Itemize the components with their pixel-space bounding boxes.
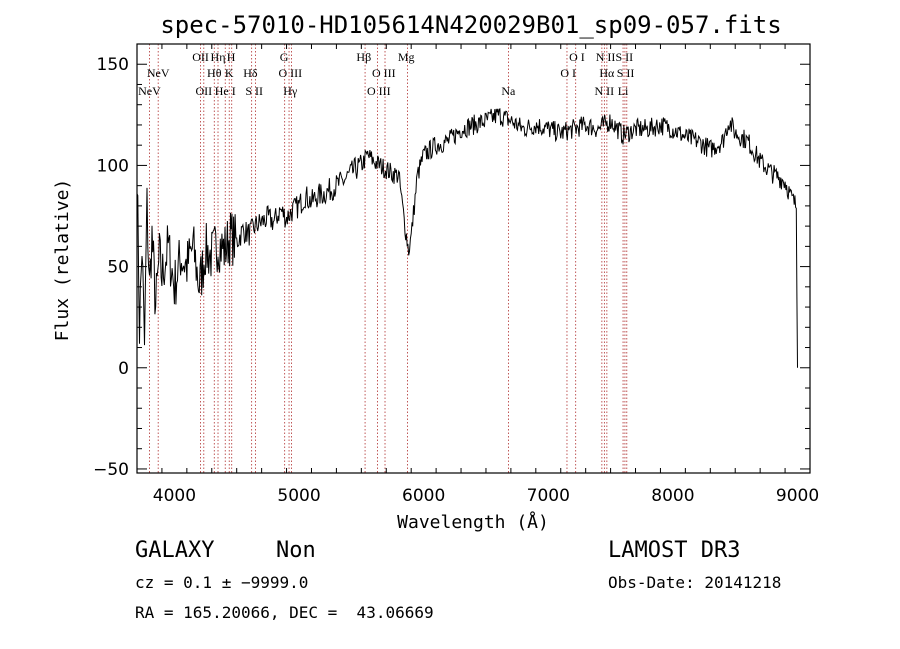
object-class: GALAXY bbox=[135, 538, 215, 563]
x-tick-label: 7000 bbox=[527, 486, 570, 506]
spectral-line-label: G bbox=[280, 50, 289, 64]
x-tick-label: 6000 bbox=[402, 486, 445, 506]
spectral-line-label: NeV bbox=[138, 84, 161, 98]
x-tick-label: 9000 bbox=[776, 486, 819, 506]
spectral-line-label: Hδ bbox=[243, 66, 258, 80]
spectral-line-label: Hη bbox=[211, 50, 226, 64]
spectral-line-label: He I bbox=[215, 84, 236, 98]
spectral-line-label: O I bbox=[569, 50, 585, 64]
y-tick-label: 50 bbox=[107, 258, 129, 278]
x-axis-ticks: 4000 5000 6000 7000 8000 9000 bbox=[153, 44, 819, 506]
y-tick-label: −50 bbox=[93, 460, 129, 480]
chart-title: spec-57010-HD105614N420029B01_sp09-057.f… bbox=[160, 11, 781, 39]
redshift-cz: cz = 0.1 ± −9999.0 bbox=[135, 573, 309, 592]
spectral-line-label: N II bbox=[595, 84, 615, 98]
object-subclass: Non bbox=[276, 538, 316, 563]
x-tick-label: 4000 bbox=[153, 486, 196, 506]
spectral-line-label: O III bbox=[372, 66, 396, 80]
spectral-line-label: OII bbox=[195, 84, 212, 98]
y-tick-label: 0 bbox=[118, 359, 129, 379]
spectral-line-label: Hα bbox=[599, 66, 615, 80]
spectral-line-label: S II bbox=[615, 50, 633, 64]
spectral-line-label: Hβ bbox=[356, 50, 371, 64]
x-tick-label: 8000 bbox=[651, 486, 694, 506]
spectral-line-label: Li bbox=[618, 84, 629, 98]
plot-frame bbox=[136, 43, 811, 474]
spectral-line-label: Hγ bbox=[283, 84, 298, 98]
y-tick-label: 150 bbox=[97, 55, 129, 75]
spectral-line-label: Na bbox=[501, 84, 516, 98]
y-axis-label: Flux (relative) bbox=[52, 179, 73, 342]
observation-date: Obs-Date: 20141218 bbox=[608, 573, 782, 592]
spectral-line-label: H bbox=[227, 50, 236, 64]
y-tick-label: 100 bbox=[97, 156, 129, 176]
spectral-line-label: S II bbox=[245, 84, 263, 98]
coordinates: RA = 165.20066, DEC = 43.06669 bbox=[135, 603, 434, 622]
x-tick-label: 5000 bbox=[277, 486, 320, 506]
y-axis-ticks: −50 0 50 100 150 bbox=[93, 43, 810, 480]
spectral-line-label: OII bbox=[192, 50, 209, 64]
spectral-line-label: O III bbox=[367, 84, 391, 98]
spectral-line-label: Mg bbox=[398, 50, 415, 64]
spectral-line-markers bbox=[149, 44, 628, 473]
spectral-line-label: S II bbox=[617, 66, 635, 80]
spectral-line-label: NeV bbox=[147, 66, 170, 80]
x-axis-label: Wavelength (Å) bbox=[397, 511, 549, 533]
spectrum-series-line bbox=[136, 108, 798, 368]
spectral-line-label: Hθ bbox=[207, 66, 222, 80]
spectral-line-label: O III bbox=[278, 66, 302, 80]
spectral-line-label: O I bbox=[560, 66, 576, 80]
spectral-line-label: K bbox=[225, 66, 234, 80]
spectral-line-label: N II bbox=[596, 50, 616, 64]
survey-name: LAMOST DR3 bbox=[608, 538, 741, 563]
